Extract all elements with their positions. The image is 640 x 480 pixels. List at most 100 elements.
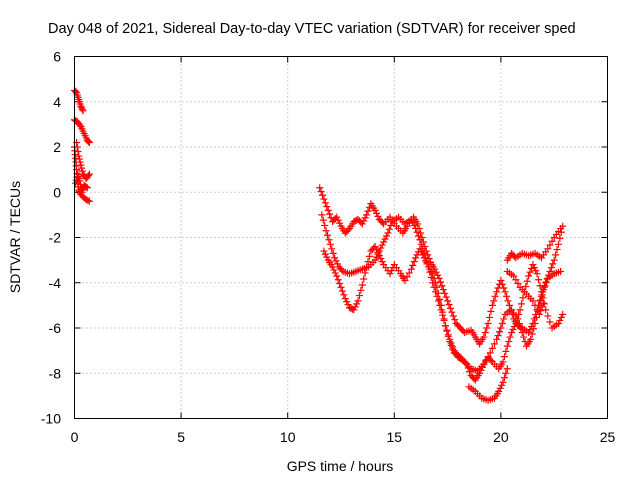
x-tick-label: 10 xyxy=(280,429,296,445)
data-point xyxy=(78,104,86,112)
data-point xyxy=(416,245,424,253)
data-point xyxy=(508,329,516,337)
data-point xyxy=(358,281,366,289)
data-point xyxy=(464,364,472,372)
y-tick-label: -8 xyxy=(49,365,62,381)
data-point xyxy=(487,356,495,364)
data-point xyxy=(326,210,334,218)
data-point xyxy=(515,310,523,318)
data-point xyxy=(373,246,381,254)
data-point xyxy=(554,319,562,327)
data-point xyxy=(405,269,413,277)
data-point xyxy=(384,229,392,237)
data-point xyxy=(441,322,449,330)
data-point xyxy=(434,289,442,297)
data-point xyxy=(72,179,80,187)
data-point xyxy=(491,340,499,348)
data-point xyxy=(328,245,336,253)
data-point xyxy=(512,319,520,327)
data-point xyxy=(538,291,546,299)
data-point xyxy=(341,295,349,303)
data-point xyxy=(441,289,449,297)
x-tick-label: 0 xyxy=(71,429,79,445)
data-point xyxy=(361,214,369,222)
data-point xyxy=(375,252,383,260)
data-point xyxy=(549,260,557,268)
data-point xyxy=(322,227,330,235)
data-point xyxy=(371,206,379,214)
x-tick-label: 20 xyxy=(493,429,509,445)
data-point xyxy=(528,330,536,338)
data-point xyxy=(371,256,379,264)
data-point xyxy=(493,288,501,296)
y-tick-label: 2 xyxy=(53,139,61,155)
data-point xyxy=(323,253,331,261)
data-point xyxy=(407,215,415,223)
data-point xyxy=(331,269,339,277)
data-point xyxy=(476,369,484,377)
data-point xyxy=(498,381,506,389)
data-point xyxy=(478,363,486,371)
y-axis-label: SDTVAR / TECUs xyxy=(7,181,23,293)
data-point xyxy=(449,345,457,353)
data-point xyxy=(355,292,363,300)
data-point xyxy=(360,217,368,225)
data-point xyxy=(520,333,528,341)
data-point xyxy=(516,306,524,314)
data-point xyxy=(461,359,469,367)
data-point xyxy=(553,246,561,254)
data-point xyxy=(344,226,352,234)
data-point xyxy=(447,341,455,349)
data-point xyxy=(321,221,329,229)
data-point xyxy=(440,315,448,323)
data-point xyxy=(331,254,339,262)
data-point xyxy=(437,301,445,309)
data-point xyxy=(413,228,421,236)
data-point xyxy=(334,216,342,224)
data-point xyxy=(85,138,93,146)
data-point xyxy=(334,276,342,284)
data-point xyxy=(544,245,552,253)
data-point xyxy=(537,307,545,315)
data-point xyxy=(443,327,451,335)
data-point xyxy=(320,195,328,203)
data-point xyxy=(361,269,369,277)
data-point xyxy=(546,318,554,326)
data-point xyxy=(343,298,351,306)
data-point xyxy=(401,276,409,284)
data-point xyxy=(517,324,525,332)
data-point xyxy=(540,299,548,307)
plot-frame xyxy=(74,56,608,419)
data-point xyxy=(73,143,81,151)
data-point xyxy=(320,247,328,255)
data-point xyxy=(506,333,514,341)
data-point xyxy=(409,261,417,269)
y-tick-label: 6 xyxy=(53,49,61,65)
x-tick-label: 5 xyxy=(177,429,185,445)
data-point xyxy=(463,360,471,368)
data-point xyxy=(78,164,86,172)
data-point xyxy=(422,257,430,265)
data-point xyxy=(548,237,556,245)
data-point xyxy=(523,277,531,285)
data-point xyxy=(332,257,340,265)
y-tick-label: -10 xyxy=(41,411,61,427)
data-point xyxy=(487,307,495,315)
data-point xyxy=(466,368,474,376)
data-point xyxy=(318,211,326,219)
data-point xyxy=(439,286,447,294)
data-point xyxy=(77,102,85,110)
data-point xyxy=(425,255,433,263)
data-point xyxy=(502,347,510,355)
data-point xyxy=(503,342,511,350)
data-point xyxy=(544,312,552,320)
data-point xyxy=(328,263,336,271)
data-point xyxy=(357,286,365,294)
data-point xyxy=(531,301,539,309)
data-points xyxy=(71,86,567,404)
x-axis-label: GPS time / hours xyxy=(287,458,394,474)
data-point xyxy=(326,240,334,248)
data-point xyxy=(503,365,511,373)
data-point xyxy=(536,282,544,290)
data-point xyxy=(385,225,393,233)
